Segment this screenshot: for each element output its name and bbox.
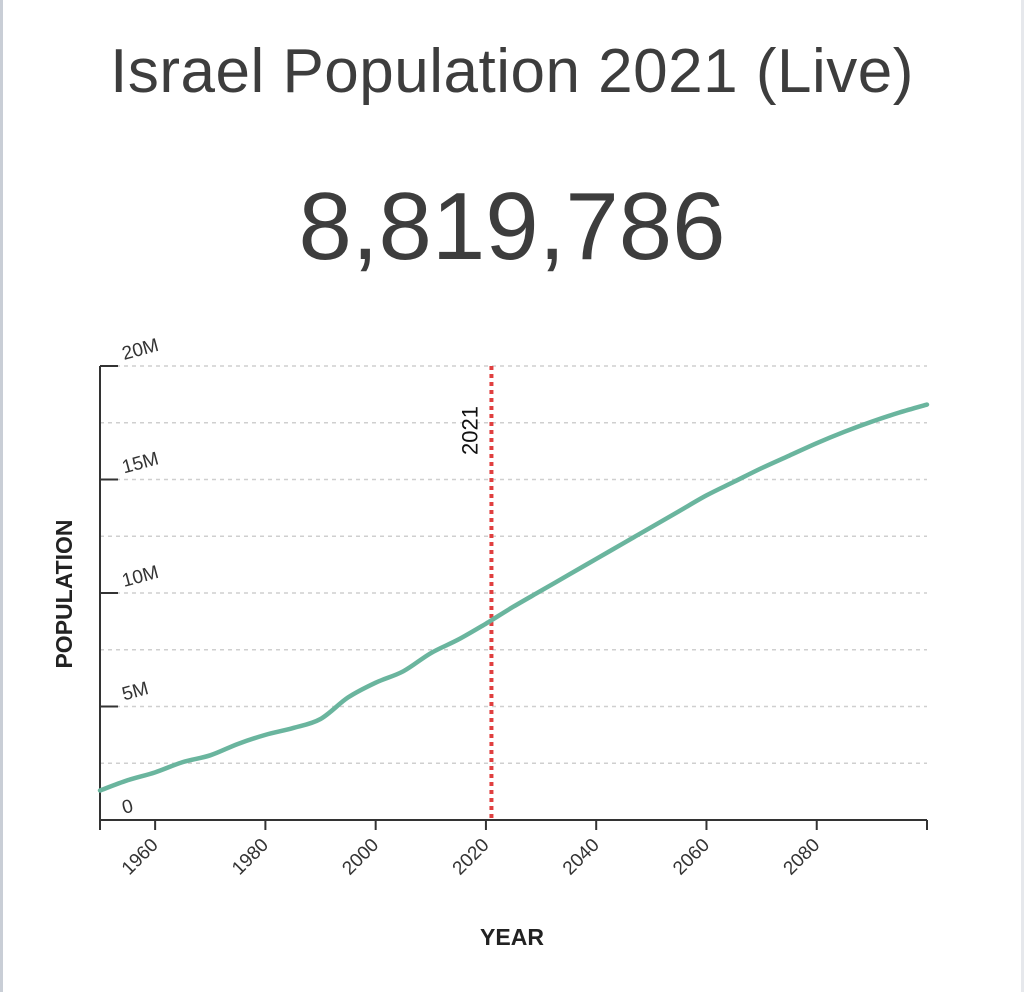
x-tick-label: 2020 bbox=[449, 835, 494, 880]
page-title: Israel Population 2021 (Live) bbox=[110, 37, 914, 106]
x-tick-label: 2080 bbox=[780, 835, 825, 880]
current-year-label: 2021 bbox=[457, 406, 482, 455]
population-line bbox=[97, 402, 930, 793]
y-tick-label: 10M bbox=[120, 562, 161, 592]
x-tick-label: 2060 bbox=[669, 835, 714, 880]
y-axis: 0 5M 10M 15M 20M bbox=[99, 335, 161, 821]
y-tick-label: 15M bbox=[120, 448, 161, 478]
y-axis-title: POPULATION bbox=[51, 519, 77, 668]
window-edge-right bbox=[1021, 0, 1024, 992]
grid-lines bbox=[100, 365, 927, 764]
y-tick-label: 20M bbox=[120, 335, 161, 365]
marker-group: 2021 bbox=[457, 366, 494, 820]
window-edge-left bbox=[0, 0, 3, 992]
x-tick-label: 2000 bbox=[338, 835, 383, 880]
x-axis-title: YEAR bbox=[480, 924, 544, 950]
x-axis: 1960 1980 2000 2020 2040 2060 2080 bbox=[99, 819, 928, 880]
x-tick-label: 1960 bbox=[118, 835, 163, 880]
x-tick-label: 1980 bbox=[228, 835, 273, 880]
x-tick-label: 2040 bbox=[559, 835, 604, 880]
y-tick-label: 5M bbox=[120, 678, 151, 705]
y-tick-label: 0 bbox=[120, 796, 136, 819]
series-group bbox=[97, 402, 930, 793]
live-population-counter: 8,819,786 bbox=[298, 173, 726, 280]
